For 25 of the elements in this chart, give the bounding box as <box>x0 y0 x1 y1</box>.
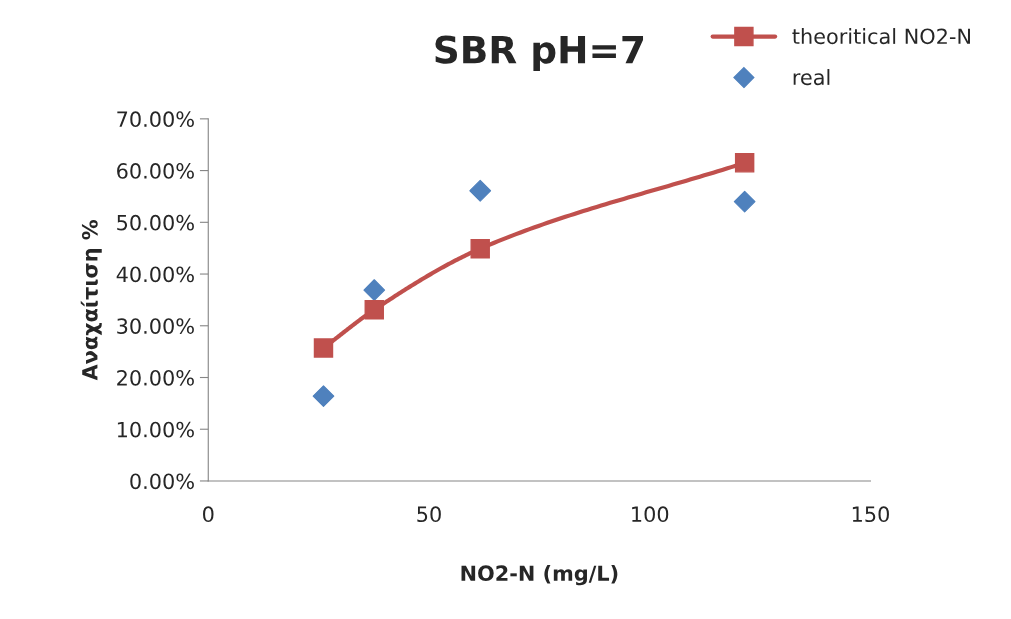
point <box>469 179 492 202</box>
point <box>364 300 384 320</box>
y-tick-label: 40.00% <box>116 266 194 283</box>
x-axis-title: NO2-N (mg/L) <box>461 565 618 586</box>
legend-label: theoritical NO2-N <box>792 28 970 45</box>
legend-label: real <box>793 69 830 86</box>
point <box>734 153 755 173</box>
chart-title: SBR pH=7 <box>435 35 644 72</box>
point <box>733 190 756 213</box>
y-tick-label: 20.00% <box>117 369 194 386</box>
y-tick-label: 50.00% <box>117 214 194 231</box>
point <box>363 279 386 301</box>
point <box>312 385 335 408</box>
x-tick-label: 100 <box>632 506 669 523</box>
y-tick-label: 60.00% <box>117 163 194 179</box>
y-tick-label: 70.00% <box>117 111 194 128</box>
y-axis-title: Αναχαίτιση % <box>80 220 102 381</box>
x-tick-label: 50 <box>417 506 441 523</box>
y-tick-label: 0.00% <box>130 473 194 490</box>
y-tick-label: 30.00% <box>117 318 194 334</box>
point <box>313 338 334 358</box>
x-tick-label: 0 <box>203 506 214 523</box>
x-tick-label: 150 <box>852 506 889 523</box>
point <box>470 238 490 259</box>
y-tick-label: 10.00% <box>117 421 194 438</box>
